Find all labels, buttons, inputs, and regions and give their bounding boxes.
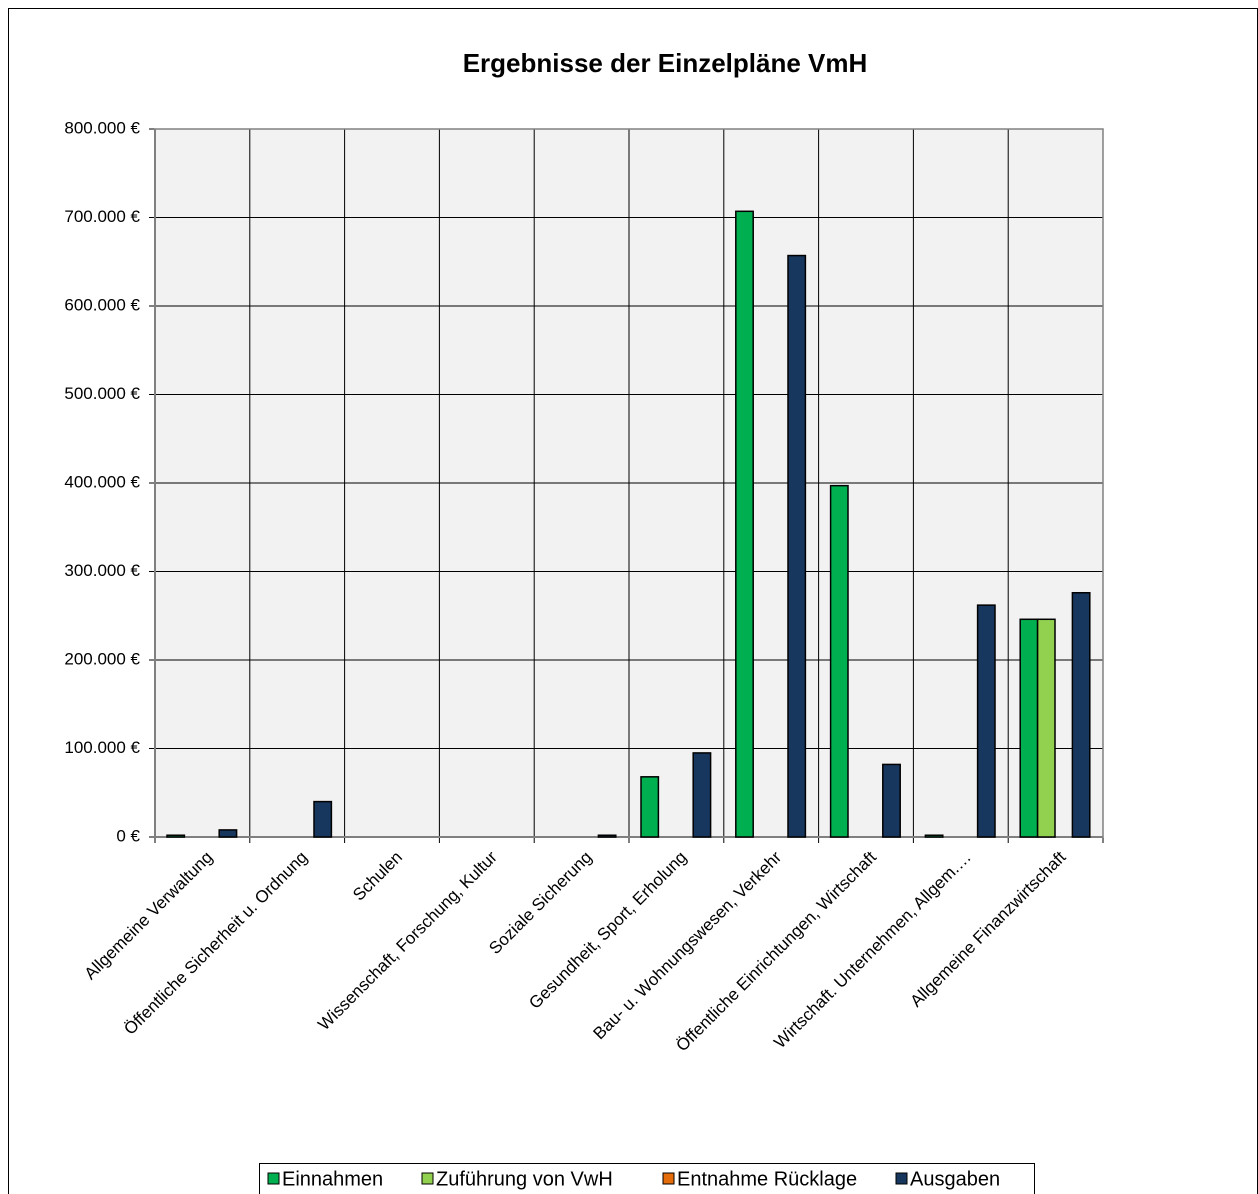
- bar: [1036, 618, 1056, 838]
- bar: [787, 254, 807, 838]
- bar: [924, 834, 944, 838]
- legend-swatch: [662, 1172, 675, 1185]
- y-tick-label: 800.000 €: [64, 118, 140, 137]
- plot-border: [154, 128, 1104, 838]
- y-tick-label: 0 €: [116, 826, 140, 845]
- bar: [166, 834, 186, 838]
- bar: [1019, 618, 1039, 838]
- bar: [692, 752, 712, 838]
- bar: [829, 484, 849, 838]
- legend-label: Zuführung von VwH: [436, 1168, 613, 1190]
- y-tick-label: 400.000 €: [64, 472, 140, 491]
- y-tick-label: 500.000 €: [64, 384, 140, 403]
- legend-label: Entnahme Rücklage: [677, 1168, 857, 1190]
- legend-swatch: [267, 1172, 280, 1185]
- legend-label: Einnahmen: [282, 1168, 383, 1190]
- bar: [218, 829, 238, 838]
- y-tick-label: 700.000 €: [64, 207, 140, 226]
- y-tick-label: 300.000 €: [64, 561, 140, 580]
- y-tick-label: 100.000 €: [64, 738, 140, 757]
- bar: [735, 210, 754, 838]
- legend-label: Ausgaben: [910, 1168, 1000, 1190]
- bar: [1071, 591, 1091, 838]
- bar: [976, 604, 996, 838]
- legend-swatch: [895, 1172, 908, 1185]
- chart-title: Ergebnisse der Einzelpläne VmH: [463, 48, 868, 78]
- y-tick-label: 600.000 €: [64, 295, 140, 314]
- bar: [313, 800, 333, 838]
- y-tick-label: 200.000 €: [64, 649, 140, 668]
- bar: [597, 834, 617, 838]
- bar: [640, 776, 660, 838]
- bar: [882, 763, 901, 838]
- legend-swatch: [421, 1172, 434, 1185]
